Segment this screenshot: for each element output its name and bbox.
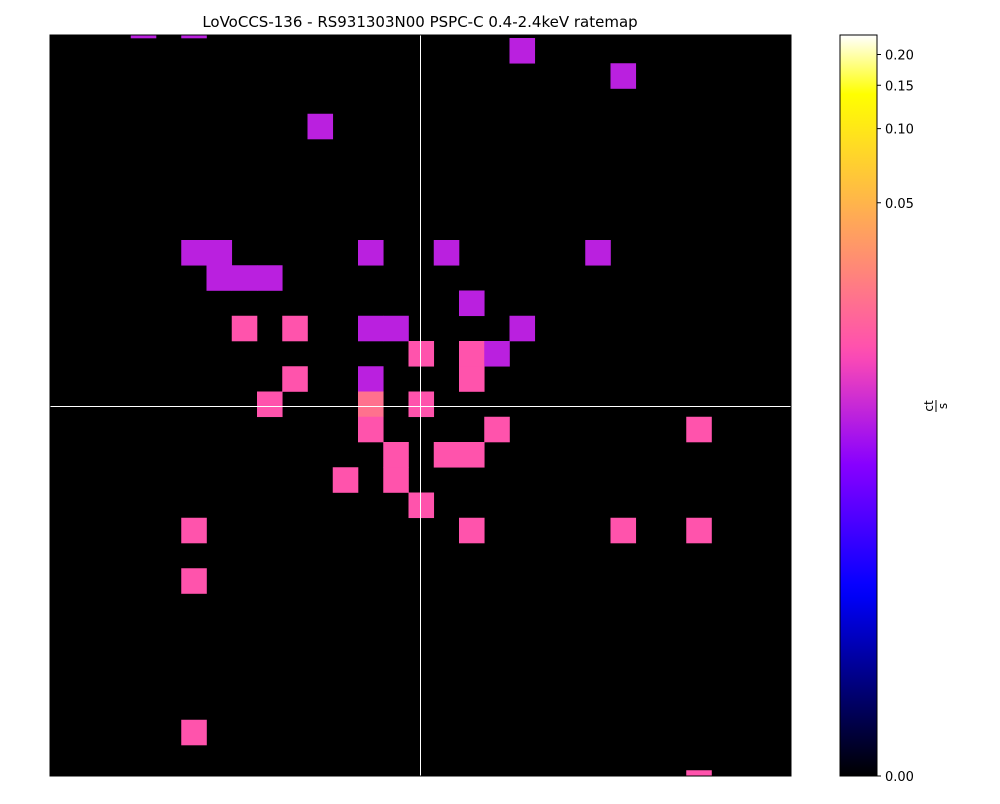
colorbar-ticks: 0.00 0.05 0.10 0.15 0.20 <box>877 48 914 785</box>
cell <box>686 517 712 544</box>
cell <box>282 366 308 392</box>
colorbar-tick-label: 0.10 <box>885 123 914 138</box>
colorbar-label-numerator: ct <box>922 400 936 412</box>
cell <box>433 240 460 266</box>
cell <box>383 442 409 468</box>
cell <box>282 315 308 342</box>
cell <box>610 517 637 544</box>
cell <box>231 315 258 342</box>
colorbar-label: ct s <box>922 400 950 412</box>
cell <box>181 240 207 266</box>
cell <box>231 265 258 291</box>
cell <box>181 719 207 746</box>
cell <box>433 442 460 468</box>
cell <box>181 517 207 544</box>
cell <box>181 35 207 39</box>
cell <box>509 38 536 64</box>
cell <box>509 315 536 342</box>
cell <box>257 391 283 418</box>
cell <box>459 290 485 317</box>
chart-title: LoVoCCS-136 - RS931303N00 PSPC-C 0.4-2.4… <box>202 13 637 31</box>
cell <box>585 240 611 266</box>
cell <box>358 240 384 266</box>
cell <box>257 265 283 291</box>
cell <box>307 113 334 140</box>
cell <box>686 770 712 776</box>
cell <box>358 391 384 418</box>
cell <box>181 568 207 594</box>
colorbar-tick-label: 0.15 <box>885 79 914 94</box>
cell <box>408 492 435 519</box>
cell <box>206 265 233 291</box>
cell <box>383 315 409 342</box>
cell <box>206 240 233 266</box>
cell <box>459 442 485 468</box>
colorbar-tick-label: 0.05 <box>885 197 914 212</box>
cell <box>358 416 384 443</box>
cell <box>383 467 409 493</box>
cell <box>408 341 435 367</box>
cell <box>484 341 510 367</box>
cell <box>408 391 435 418</box>
colorbar-tick-label: 0.20 <box>885 48 914 63</box>
cell <box>332 467 359 493</box>
colorbar <box>839 34 878 777</box>
cell <box>686 416 712 443</box>
cell <box>484 416 510 443</box>
cell <box>130 35 157 39</box>
colorbar-tick-label: 0.00 <box>885 770 914 785</box>
cell <box>459 517 485 544</box>
image-frame <box>49 34 792 777</box>
cell <box>459 366 485 392</box>
colorbar-label-denominator: s <box>936 403 950 409</box>
cell <box>610 63 637 89</box>
cell <box>358 315 384 342</box>
image <box>130 35 712 776</box>
cell <box>358 366 384 392</box>
cell <box>459 341 485 367</box>
